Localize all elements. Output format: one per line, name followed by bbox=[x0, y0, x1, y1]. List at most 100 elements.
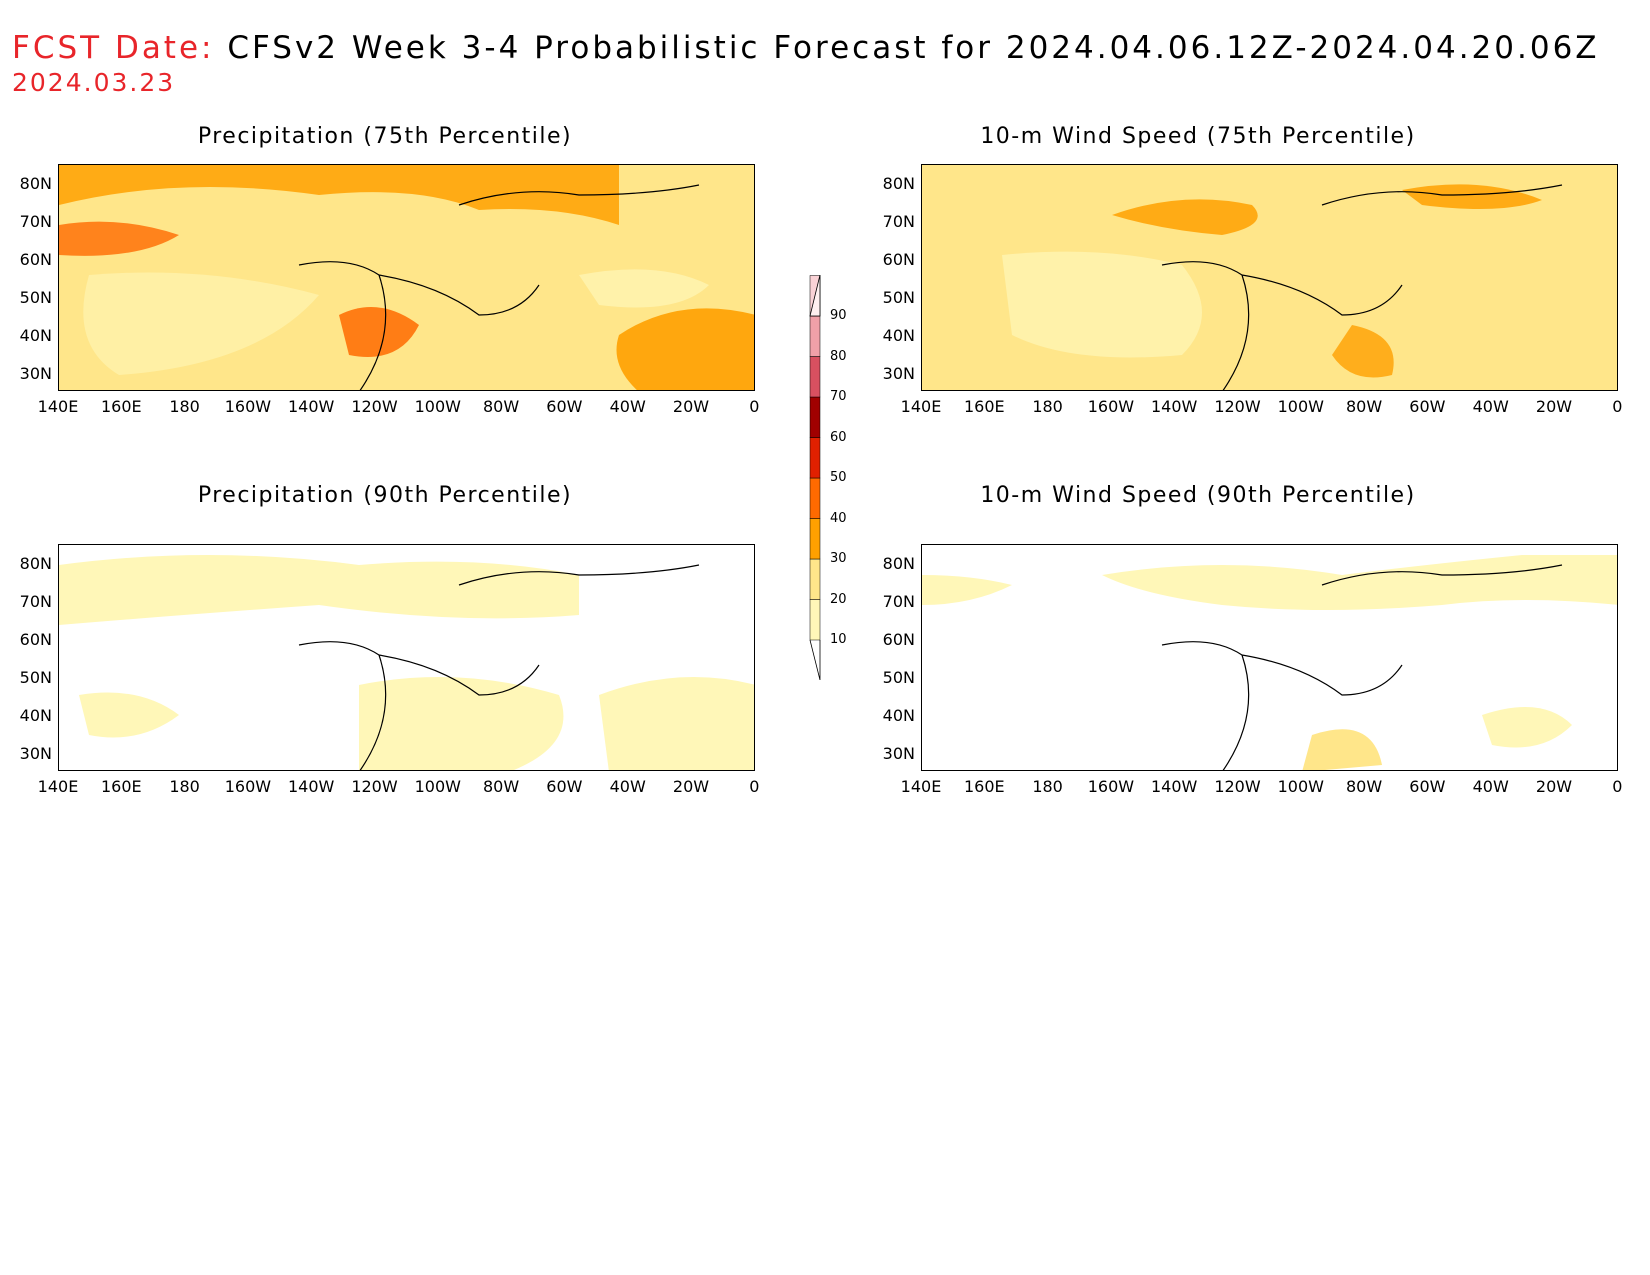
lat-label: 40N bbox=[882, 326, 915, 345]
lon-label: 40W bbox=[609, 777, 646, 796]
lon-label: 0 bbox=[749, 777, 760, 796]
lat-label: 70N bbox=[882, 212, 915, 231]
lat-label: 80N bbox=[19, 554, 52, 573]
panel-title-precip-90: Precipitation (90th Percentile) bbox=[197, 483, 573, 508]
colorbar-segment bbox=[809, 477, 821, 519]
lat-label: 60N bbox=[19, 630, 52, 649]
lon-label: 100W bbox=[414, 397, 461, 416]
lon-label: 140W bbox=[1151, 397, 1198, 416]
lon-label: 140W bbox=[288, 777, 335, 796]
lat-label: 60N bbox=[19, 250, 52, 269]
lon-label: 120W bbox=[1214, 777, 1261, 796]
colorbar-label: 80 bbox=[830, 348, 847, 364]
lon-label: 160W bbox=[1087, 397, 1135, 416]
lon-label: 140E bbox=[900, 397, 942, 416]
lat-label: 30N bbox=[19, 364, 52, 383]
colorbar-bottom-arrow bbox=[809, 639, 821, 680]
lon-label: 80W bbox=[483, 397, 520, 416]
colorbar-segment bbox=[809, 599, 821, 641]
lat-label: 70N bbox=[19, 212, 52, 231]
lon-label: 60W bbox=[546, 397, 583, 416]
panel-title-wind-75: 10-m Wind Speed (75th Percentile) bbox=[980, 124, 1416, 149]
colorbar-top-arrow bbox=[809, 275, 821, 317]
lat-label: 30N bbox=[882, 744, 915, 763]
colorbar-label: 20 bbox=[830, 591, 847, 607]
lon-label: 0 bbox=[1612, 397, 1623, 416]
panel-title-precip-75: Precipitation (75th Percentile) bbox=[197, 124, 573, 149]
lat-label: 40N bbox=[19, 326, 52, 345]
colorbar-label: 30 bbox=[830, 551, 847, 566]
lon-label: 20W bbox=[672, 777, 710, 796]
colorbar-segment bbox=[809, 558, 821, 600]
lat-label: 80N bbox=[882, 554, 915, 573]
colorbar-label: 10 bbox=[830, 632, 847, 647]
colorbar-label: 60 bbox=[830, 429, 847, 445]
lon-label: 80W bbox=[1346, 397, 1383, 416]
colorbar-segment bbox=[809, 518, 821, 560]
figure-title: CFSv2 Week 3-4 Probabilistic Forecast fo… bbox=[227, 30, 1600, 66]
lon-label: 100W bbox=[1277, 397, 1324, 416]
lat-label: 60N bbox=[882, 250, 915, 269]
lon-label: 100W bbox=[1277, 777, 1324, 796]
lon-label: 60W bbox=[1409, 777, 1446, 796]
lon-label: 20W bbox=[1535, 777, 1573, 796]
lat-label: 30N bbox=[19, 744, 52, 763]
lat-label: 70N bbox=[882, 592, 915, 611]
lon-label: 40W bbox=[1472, 777, 1509, 796]
lon-label: 160W bbox=[1087, 777, 1135, 796]
lat-label: 50N bbox=[19, 668, 52, 687]
colorbar-segment bbox=[809, 356, 821, 398]
lon-label: 140E bbox=[37, 397, 79, 416]
colorbar-label: 70 bbox=[830, 389, 847, 404]
panel-title-wind-90: 10-m Wind Speed (90th Percentile) bbox=[980, 483, 1416, 508]
lon-label: 160W bbox=[224, 777, 272, 796]
map-wind-75 bbox=[921, 164, 1618, 391]
lon-label: 180 bbox=[1032, 397, 1063, 416]
lat-label: 60N bbox=[882, 630, 915, 649]
lon-label: 0 bbox=[1612, 777, 1623, 796]
lon-label: 160E bbox=[100, 397, 142, 416]
map-wind-90 bbox=[921, 544, 1618, 771]
lon-label: 80W bbox=[483, 777, 520, 796]
colorbar-segment bbox=[809, 315, 821, 357]
colorbar bbox=[809, 275, 821, 680]
lon-label: 140E bbox=[37, 777, 79, 796]
lon-label: 140E bbox=[900, 777, 942, 796]
lon-label: 140W bbox=[1151, 777, 1198, 796]
colorbar-label: 90 bbox=[830, 308, 847, 323]
colorbar-segment bbox=[809, 396, 821, 438]
lon-label: 180 bbox=[169, 777, 200, 796]
lat-label: 50N bbox=[882, 668, 915, 687]
colorbar-label: 50 bbox=[830, 470, 847, 485]
lon-label: 100W bbox=[414, 777, 461, 796]
lat-label: 70N bbox=[19, 592, 52, 611]
lon-label: 20W bbox=[1535, 397, 1573, 416]
lat-label: 40N bbox=[19, 706, 52, 725]
lon-label: 160E bbox=[963, 777, 1005, 796]
lon-label: 120W bbox=[1214, 397, 1261, 416]
fcst-date-value: 2024.03.23 bbox=[12, 68, 176, 97]
lon-label: 160E bbox=[100, 777, 142, 796]
lat-label: 50N bbox=[882, 288, 915, 307]
lon-label: 180 bbox=[1032, 777, 1063, 796]
lat-label: 40N bbox=[882, 706, 915, 725]
lon-label: 120W bbox=[351, 397, 398, 416]
lon-label: 80W bbox=[1346, 777, 1383, 796]
lat-label: 30N bbox=[882, 364, 915, 383]
lon-label: 180 bbox=[169, 397, 200, 416]
fcst-date-label: FCST Date: CFSv2 Week 3-4 Probabilistic … bbox=[12, 30, 1600, 66]
map-precip-75 bbox=[58, 164, 755, 391]
lon-label: 20W bbox=[672, 397, 710, 416]
lon-label: 40W bbox=[1472, 397, 1509, 416]
lat-label: 80N bbox=[882, 174, 915, 193]
lon-label: 120W bbox=[351, 777, 398, 796]
colorbar-segment bbox=[809, 437, 821, 479]
map-precip-90 bbox=[58, 544, 755, 771]
lat-label: 50N bbox=[19, 288, 52, 307]
colorbar-label: 40 bbox=[830, 510, 847, 526]
lat-label: 80N bbox=[19, 174, 52, 193]
lon-label: 60W bbox=[546, 777, 583, 796]
lon-label: 60W bbox=[1409, 397, 1446, 416]
lon-label: 140W bbox=[288, 397, 335, 416]
lon-label: 160E bbox=[963, 397, 1005, 416]
